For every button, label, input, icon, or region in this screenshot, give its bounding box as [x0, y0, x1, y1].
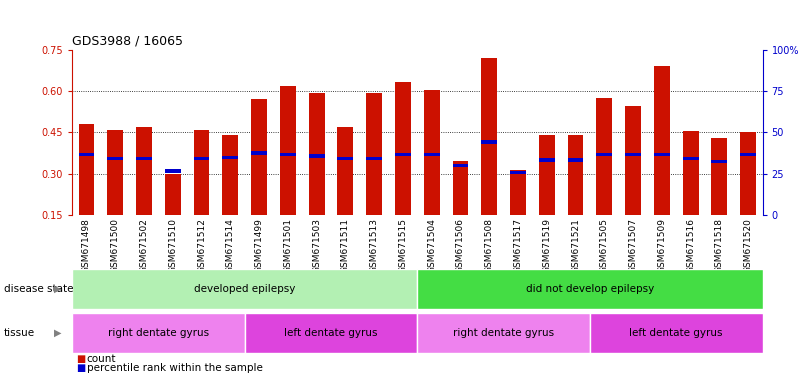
Text: developed epilepsy: developed epilepsy	[194, 284, 296, 294]
Bar	[78, 124, 95, 257]
Bar	[740, 153, 756, 156]
Bar	[395, 81, 411, 257]
Bar	[245, 313, 417, 353]
Bar	[194, 157, 210, 160]
Bar	[417, 313, 590, 353]
Bar	[510, 170, 526, 257]
Bar	[539, 135, 555, 257]
Text: right dentate gyrus: right dentate gyrus	[108, 328, 209, 338]
Bar	[453, 164, 469, 167]
Bar	[453, 161, 469, 257]
Bar	[72, 313, 245, 353]
Bar	[539, 158, 555, 162]
Bar	[711, 160, 727, 163]
Bar	[568, 158, 583, 162]
Text: did not develop epilepsy: did not develop epilepsy	[525, 284, 654, 294]
Bar	[337, 127, 353, 257]
Bar	[395, 153, 411, 156]
Bar	[136, 157, 152, 160]
Bar	[625, 153, 641, 156]
Bar	[417, 269, 763, 309]
Bar	[481, 141, 497, 144]
Bar	[682, 131, 698, 257]
Bar	[424, 90, 440, 257]
Bar	[366, 93, 382, 257]
Text: ■: ■	[76, 363, 86, 373]
Bar	[740, 132, 756, 257]
Text: left dentate gyrus: left dentate gyrus	[284, 328, 378, 338]
Bar	[194, 130, 210, 257]
Text: disease state: disease state	[4, 284, 74, 294]
Text: right dentate gyrus: right dentate gyrus	[453, 328, 554, 338]
Bar	[308, 93, 324, 257]
Bar	[654, 66, 670, 257]
Bar	[711, 138, 727, 257]
Bar	[165, 169, 181, 173]
Bar	[481, 58, 497, 257]
Bar	[252, 99, 267, 257]
Text: GDS3988 / 16065: GDS3988 / 16065	[72, 34, 183, 47]
Bar	[165, 174, 181, 257]
Bar	[337, 157, 353, 160]
Bar	[308, 154, 324, 157]
Bar	[280, 153, 296, 156]
Bar	[78, 153, 95, 156]
Bar	[625, 106, 641, 257]
Bar	[510, 171, 526, 174]
Bar	[136, 127, 152, 257]
Bar	[223, 156, 238, 159]
Bar	[280, 86, 296, 257]
Text: tissue: tissue	[4, 328, 35, 338]
Text: ▶: ▶	[54, 284, 62, 294]
Text: ▶: ▶	[54, 328, 62, 338]
Bar	[597, 153, 612, 156]
Bar	[252, 151, 267, 155]
Bar	[590, 313, 763, 353]
Text: percentile rank within the sample: percentile rank within the sample	[87, 363, 263, 373]
Bar	[654, 153, 670, 156]
Bar	[424, 153, 440, 156]
Bar	[107, 157, 123, 160]
Bar	[682, 157, 698, 160]
Bar	[72, 269, 417, 309]
Bar	[568, 135, 583, 257]
Text: count: count	[87, 354, 116, 364]
Text: left dentate gyrus: left dentate gyrus	[630, 328, 723, 338]
Text: ■: ■	[76, 354, 86, 364]
Bar	[107, 130, 123, 257]
Bar	[223, 135, 238, 257]
Bar	[366, 157, 382, 160]
Bar	[597, 98, 612, 257]
